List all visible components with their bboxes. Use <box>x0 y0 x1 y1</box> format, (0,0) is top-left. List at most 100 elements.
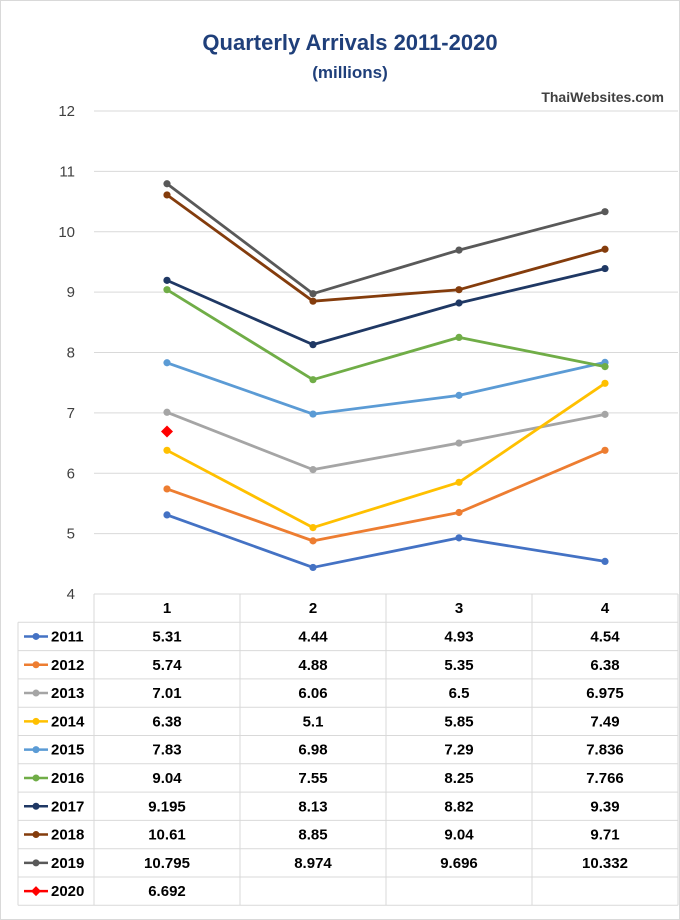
legend-key-2014 <box>24 717 48 725</box>
table-cell-2018-q1: 10.61 <box>148 827 186 844</box>
data-point-2018 <box>309 297 317 305</box>
table-cell-2019-q3: 9.696 <box>440 855 478 872</box>
series-2013 <box>163 408 609 474</box>
y-tick-label: 10 <box>58 224 75 241</box>
series-line-2015 <box>166 361 606 416</box>
legend-label-2018: 2018 <box>51 827 84 844</box>
legend-label-2011: 2011 <box>51 628 84 645</box>
data-point-2014 <box>455 478 463 486</box>
data-point-2019 <box>309 290 317 298</box>
table-cell-2012-q1: 5.74 <box>152 657 182 674</box>
table-cell-2013-q2: 6.06 <box>298 685 327 702</box>
table-cell-2015-q4: 7.836 <box>586 742 624 759</box>
series-group <box>161 180 609 572</box>
table-cell-2018-q2: 8.85 <box>298 827 327 844</box>
table-cell-2011-q4: 4.54 <box>590 628 620 645</box>
table-cell-2011-q2: 4.44 <box>298 628 328 645</box>
y-tick-label: 8 <box>67 345 75 362</box>
table-cell-2018-q4: 9.71 <box>590 827 619 844</box>
data-point-2015 <box>163 359 171 367</box>
series-line-2019 <box>166 182 606 296</box>
data-point-2018 <box>601 245 609 253</box>
legend-key-2019 <box>24 859 48 867</box>
series-2011 <box>163 511 609 572</box>
series-2015 <box>163 358 609 418</box>
series-2020 <box>161 425 173 438</box>
series-2017 <box>163 264 609 349</box>
y-tick-label: 4 <box>67 586 75 603</box>
data-point-2016 <box>601 363 609 371</box>
table-cell-2012-q4: 6.38 <box>590 657 619 674</box>
table-cell-2013-q1: 7.01 <box>152 685 181 702</box>
legend-label-2014: 2014 <box>51 713 85 730</box>
table-cell-2015-q2: 6.98 <box>298 742 327 759</box>
series-2019 <box>163 180 609 298</box>
legend-key-2016 <box>24 774 48 782</box>
y-axis-ticks: 4 5 6 7 8 9 10 11 12 <box>58 103 75 603</box>
data-point-2020 <box>161 425 173 438</box>
series-line-2011 <box>166 513 606 569</box>
data-point-2012 <box>309 537 317 545</box>
watermark-text: ThaiWebsites.com <box>541 89 664 105</box>
series-line-2017 <box>166 267 606 347</box>
legend-label-2012: 2012 <box>51 657 84 674</box>
table-cell-2017-q1: 9.195 <box>148 798 186 815</box>
table-cell-2016-q1: 9.04 <box>152 770 182 787</box>
y-tick-label: 5 <box>67 526 75 543</box>
data-point-2012 <box>455 508 463 517</box>
y-tick-label: 11 <box>59 163 75 180</box>
table-cell-2016-q2: 7.55 <box>298 770 327 787</box>
table-cell-2011-q1: 5.31 <box>152 628 181 645</box>
data-point-2013 <box>455 439 463 447</box>
series-line-2018 <box>166 193 606 303</box>
legend-key-2012 <box>24 661 48 669</box>
chart-title: Quarterly Arrivals 2011-2020 <box>202 30 497 55</box>
data-point-2019 <box>163 180 171 188</box>
x-category-label: 4 <box>601 600 610 617</box>
legend-key-2020 <box>24 886 48 897</box>
data-point-2017 <box>309 341 317 349</box>
table-cell-2016-q3: 8.25 <box>444 770 473 787</box>
table-cell-2013-q3: 6.5 <box>449 685 470 702</box>
legend-label-2019: 2019 <box>51 855 84 872</box>
table-cell-2014-q3: 5.85 <box>444 713 473 730</box>
y-tick-label: 9 <box>67 284 75 301</box>
series-line-2014 <box>166 382 606 529</box>
table-cell-2017-q2: 8.13 <box>298 798 327 815</box>
series-2016 <box>163 286 609 384</box>
table-cell-2014-q2: 5.1 <box>303 713 324 730</box>
data-point-2015 <box>455 391 463 399</box>
legend-label-2015: 2015 <box>51 742 84 759</box>
legend-key-2017 <box>24 802 48 810</box>
table-cell-2014-q1: 6.38 <box>152 713 181 730</box>
data-point-2015 <box>309 410 317 418</box>
series-line-2016 <box>166 288 606 382</box>
data-point-2016 <box>455 333 463 342</box>
legend-label-2020: 2020 <box>51 883 84 900</box>
series-2018 <box>163 191 609 305</box>
x-category-label: 2 <box>309 600 317 617</box>
gridlines <box>94 110 678 535</box>
data-point-2014 <box>601 379 609 387</box>
x-category-label: 3 <box>455 600 463 617</box>
data-point-2019 <box>455 246 463 254</box>
data-point-2019 <box>601 208 609 216</box>
table-cell-2017-q3: 8.82 <box>444 798 473 815</box>
data-table: 1 2 3 4 2011 5.31 4.44 4.93 4.54 2012 5.74 4.88 5.35… <box>17 593 679 906</box>
table-cell-2019-q1: 10.795 <box>144 855 190 872</box>
x-category-label: 1 <box>163 600 171 617</box>
table-cell-2015-q3: 7.29 <box>444 742 473 759</box>
table-cell-2017-q4: 9.39 <box>590 798 619 815</box>
data-point-2011 <box>601 557 609 565</box>
chart-subtitle: (millions) <box>312 63 388 82</box>
table-cell-2020-q1: 6.692 <box>148 883 186 900</box>
legend-key-2018 <box>24 831 48 839</box>
legend-key-2015 <box>24 746 48 754</box>
data-point-2013 <box>601 410 609 418</box>
series-line-2013 <box>166 410 606 472</box>
data-point-2013 <box>163 408 171 416</box>
table-cell-2011-q3: 4.93 <box>444 628 473 645</box>
table-cell-2012-q3: 5.35 <box>444 657 473 674</box>
table-cell-2014-q4: 7.49 <box>590 713 619 730</box>
